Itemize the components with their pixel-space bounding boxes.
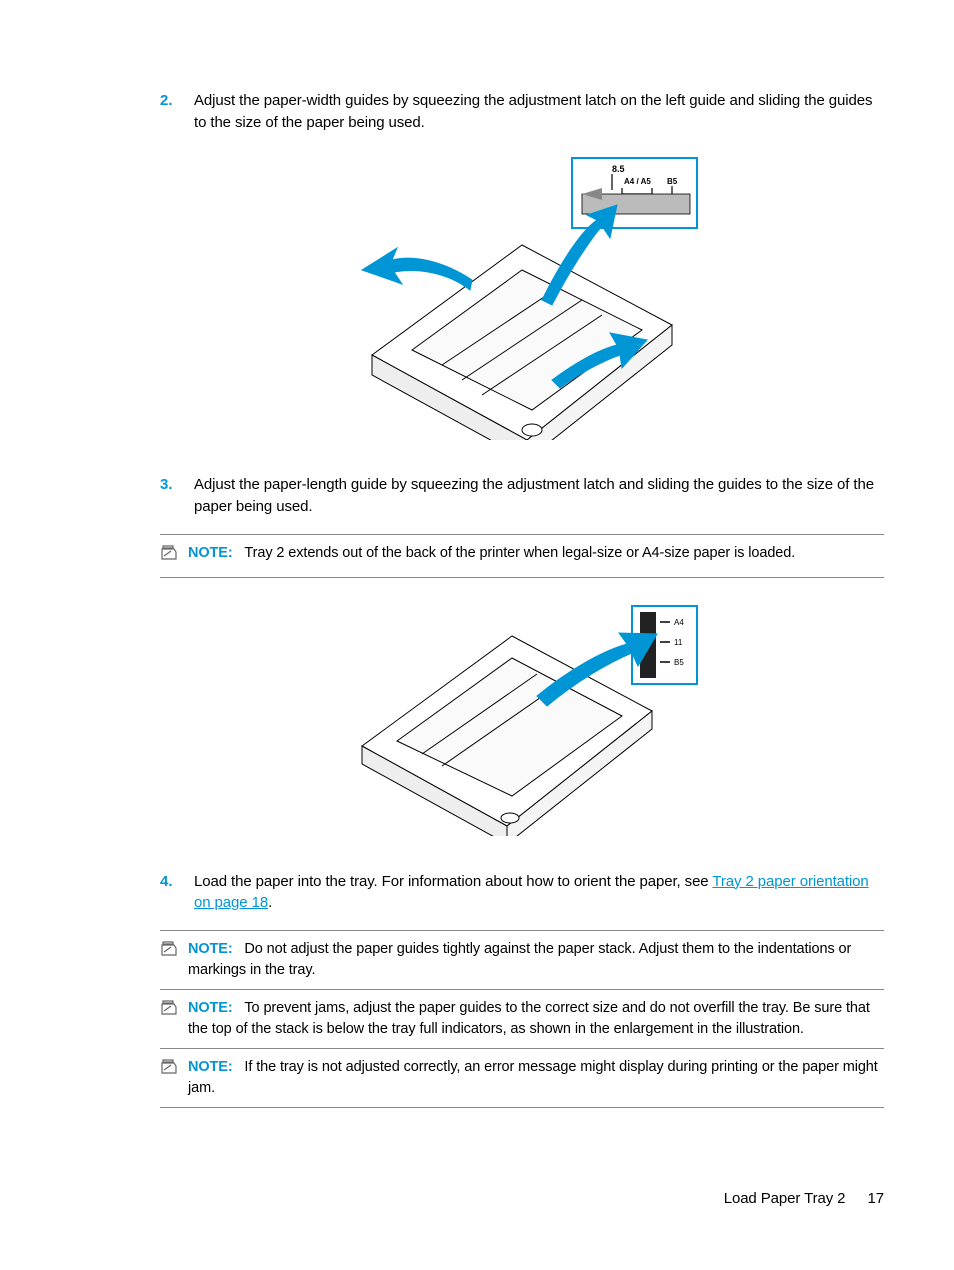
note-text: Tray 2 extends out of the back of the pr… [244,545,795,561]
page-footer: Load Paper Tray 2 17 [724,1188,884,1210]
step-text: Adjust the paper-width guides by squeezi… [194,90,884,134]
note-body: NOTE: Tray 2 extends out of the back of … [188,543,884,569]
note-icon [160,998,188,1040]
note-text: Do not adjust the paper guides tightly a… [188,941,851,978]
step-number: 4. [160,871,194,915]
note-text: To prevent jams, adjust the paper guides… [188,1000,870,1037]
note-body: NOTE: Do not adjust the paper guides tig… [188,939,884,981]
note-body: NOTE: To prevent jams, adjust the paper … [188,998,884,1040]
note-label: NOTE: [188,1059,233,1075]
step-number: 2. [160,90,194,134]
note-icon [160,1057,188,1099]
note-label: NOTE: [188,1000,233,1016]
note-prevent-jams: NOTE: To prevent jams, adjust the paper … [160,990,884,1049]
inset-label: A4 [674,618,684,627]
step-number: 3. [160,474,194,518]
figure-width-guides: 8.5 A4 / A5 B5 [160,150,884,447]
note-tray-extends: NOTE: Tray 2 extends out of the back of … [160,534,884,578]
inset-label: A4 / A5 [624,177,651,186]
note-text: If the tray is not adjusted correctly, a… [188,1059,878,1096]
note-error-message: NOTE: If the tray is not adjusted correc… [160,1049,884,1108]
page-number: 17 [868,1190,885,1207]
page-content: 2. Adjust the paper-width guides by sque… [160,90,884,1108]
step-text: Adjust the paper-length guide by squeezi… [194,474,884,518]
inset-label: 11 [674,638,683,647]
step-text: Load the paper into the tray. For inform… [194,871,884,915]
inset-label: B5 [674,658,684,667]
footer-section-title: Load Paper Tray 2 [724,1190,846,1207]
note-icon [160,939,188,981]
note-guides-not-tight: NOTE: Do not adjust the paper guides tig… [160,930,884,990]
step4-before: Load the paper into the tray. For inform… [194,873,712,890]
step-4: 4. Load the paper into the tray. For inf… [160,871,884,915]
tray-width-illustration: 8.5 A4 / A5 B5 [342,150,702,440]
note-body: NOTE: If the tray is not adjusted correc… [188,1057,884,1099]
step-3: 3. Adjust the paper-length guide by sque… [160,474,884,518]
figure-length-guides: A4 11 B5 [160,596,884,843]
inset-label: 8.5 [612,164,625,174]
step4-after: . [268,894,272,911]
inset-label: B5 [667,177,678,186]
note-label: NOTE: [188,545,233,561]
note-label: NOTE: [188,941,233,957]
tray-length-illustration: A4 11 B5 [342,596,702,836]
step-2: 2. Adjust the paper-width guides by sque… [160,90,884,134]
note-icon [160,543,188,569]
